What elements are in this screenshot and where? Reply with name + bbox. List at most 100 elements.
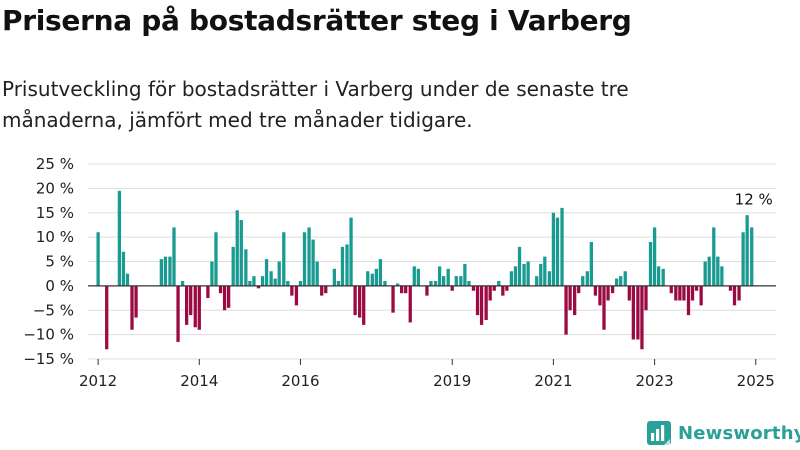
bar <box>606 285 610 301</box>
y-tick-label: 15 % <box>36 204 74 222</box>
bar <box>690 285 695 301</box>
bar <box>130 285 134 330</box>
y-tick-label: 0 % <box>45 277 74 295</box>
bar <box>463 263 467 286</box>
bar <box>105 285 109 350</box>
bar <box>378 259 383 286</box>
bar <box>311 239 315 286</box>
bar <box>703 261 707 286</box>
bar <box>185 285 189 325</box>
bar <box>619 276 623 286</box>
bar <box>159 259 163 286</box>
bar <box>535 276 539 286</box>
bar <box>400 285 404 294</box>
x-tick-label: 2019 <box>433 372 471 390</box>
bar <box>467 281 471 286</box>
bar <box>320 285 324 296</box>
bar <box>615 278 619 286</box>
bar <box>581 276 585 286</box>
bar <box>509 271 514 286</box>
bar <box>176 285 180 342</box>
bar <box>513 266 518 286</box>
bar <box>644 285 648 311</box>
x-tick-label: 2023 <box>635 372 673 390</box>
bar <box>412 266 416 286</box>
bar <box>239 220 243 286</box>
bar <box>593 285 598 296</box>
bar <box>231 246 235 286</box>
bar <box>450 285 454 291</box>
bar <box>560 207 564 286</box>
bar <box>441 276 446 286</box>
bar <box>682 285 686 301</box>
bar <box>652 227 657 286</box>
bar <box>551 212 556 286</box>
bar <box>526 261 530 286</box>
y-tick-label: 20 % <box>36 179 74 197</box>
bar <box>459 276 463 286</box>
bar <box>294 285 299 306</box>
bar <box>492 285 496 291</box>
bar <box>277 261 281 286</box>
y-tick-label: −15 % <box>23 350 74 368</box>
bar <box>555 217 560 286</box>
y-tick-label: 10 % <box>36 228 74 246</box>
bar <box>750 227 754 286</box>
bar <box>117 190 122 286</box>
bar <box>543 256 547 286</box>
bar <box>307 227 311 286</box>
bar <box>180 281 185 286</box>
y-tick-label: 25 % <box>36 155 74 173</box>
bar <box>358 285 362 318</box>
y-tick-label: −5 % <box>33 301 74 319</box>
x-tick-label: 2016 <box>281 372 319 390</box>
bar <box>264 259 269 286</box>
bar <box>408 285 412 323</box>
bar <box>210 261 214 286</box>
bar <box>577 285 581 294</box>
bar <box>656 266 661 286</box>
bar <box>226 285 231 308</box>
bar <box>370 273 374 286</box>
bar <box>256 285 261 289</box>
bar <box>252 276 256 286</box>
newsworthy-brand: Newsworthy <box>646 420 800 446</box>
bar <box>437 266 442 286</box>
bar <box>425 285 429 296</box>
y-tick-label: −10 % <box>23 326 74 344</box>
bar <box>446 268 450 286</box>
bar <box>383 281 387 286</box>
bar <box>260 276 265 286</box>
bar <box>273 278 277 286</box>
bar <box>627 285 631 301</box>
bar <box>362 285 366 325</box>
bar <box>332 268 337 286</box>
bar <box>282 232 286 286</box>
x-tick-label: 2021 <box>534 372 572 390</box>
bar <box>197 285 201 330</box>
bar <box>163 256 168 286</box>
bar <box>96 232 100 286</box>
bar <box>686 285 691 316</box>
bar <box>189 285 193 316</box>
bar <box>121 251 126 286</box>
bar <box>669 285 673 294</box>
bar <box>745 215 749 286</box>
bar <box>648 242 653 286</box>
bar <box>720 266 724 286</box>
bar <box>315 261 319 286</box>
newsworthy-logo-icon <box>647 421 671 445</box>
bar <box>707 256 711 286</box>
bar <box>168 256 172 286</box>
x-tick-label: 2025 <box>737 372 775 390</box>
bar <box>125 273 130 286</box>
bar <box>471 285 476 291</box>
bar <box>391 285 395 313</box>
bar <box>395 283 400 286</box>
chart-title: Priserna på bostadsrätter steg i Varberg <box>2 4 632 37</box>
bar <box>206 285 210 299</box>
bar <box>631 285 635 340</box>
bar <box>564 285 568 335</box>
bar <box>716 256 720 286</box>
